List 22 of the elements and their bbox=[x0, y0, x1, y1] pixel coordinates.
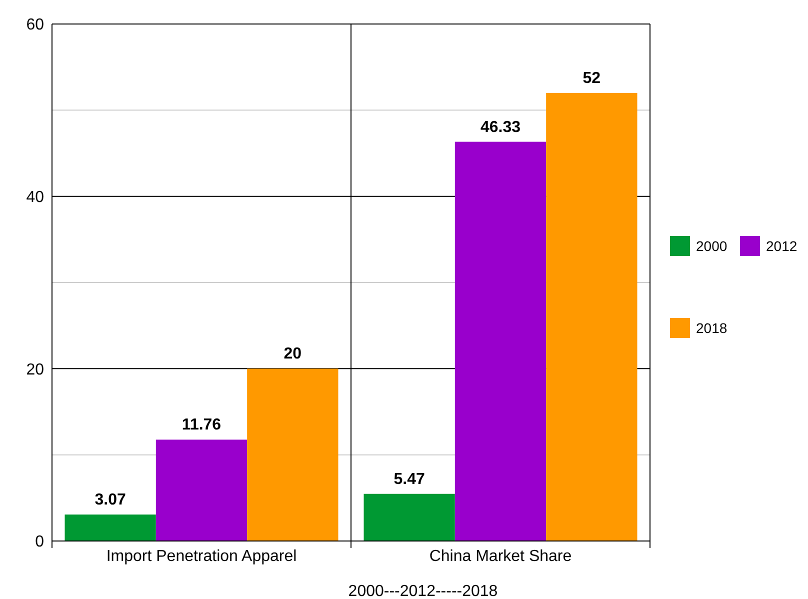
y-tick-label: 20 bbox=[26, 361, 44, 378]
bar bbox=[247, 368, 338, 541]
legend-label: 2012 bbox=[766, 238, 798, 254]
data-label: 20 bbox=[284, 346, 302, 363]
data-label: 5.47 bbox=[394, 470, 426, 488]
bar bbox=[156, 440, 248, 541]
y-tick-label: 0 bbox=[35, 534, 44, 551]
y-tick-label: 40 bbox=[26, 188, 44, 206]
data-label: 3.07 bbox=[94, 492, 126, 509]
bar bbox=[364, 494, 455, 541]
bar bbox=[454, 142, 546, 541]
legend-label: 2018 bbox=[696, 320, 728, 336]
x-axis-title: 2000---2012-----2018 bbox=[348, 583, 498, 599]
data-label: 46.33 bbox=[480, 118, 521, 136]
data-label: 11.76 bbox=[182, 416, 222, 434]
x-tick-label: China Market Share bbox=[429, 548, 572, 565]
legend-label: 2000 bbox=[696, 238, 728, 254]
bar bbox=[546, 92, 638, 541]
bar bbox=[64, 514, 156, 541]
data-label: 52 bbox=[582, 70, 601, 87]
x-tick-label: Import Penetration Apparel bbox=[106, 548, 297, 565]
y-tick-label: 60 bbox=[26, 16, 44, 34]
